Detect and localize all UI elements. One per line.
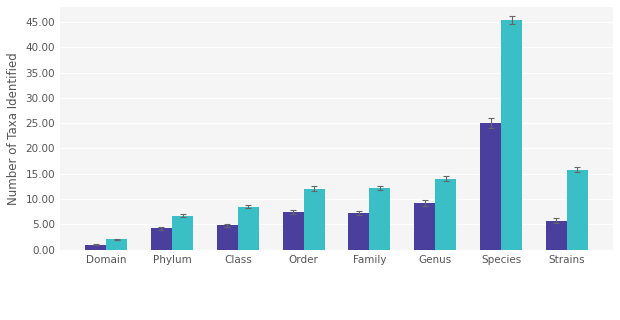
Bar xyxy=(414,203,435,250)
Bar xyxy=(501,20,522,250)
Bar xyxy=(172,216,193,250)
Bar xyxy=(567,170,588,250)
Y-axis label: Number of Taxa Identified: Number of Taxa Identified xyxy=(7,52,20,205)
Bar xyxy=(217,225,238,250)
Bar xyxy=(151,228,172,250)
Bar xyxy=(435,179,456,250)
Bar xyxy=(106,239,127,250)
Bar xyxy=(546,221,567,250)
Bar xyxy=(304,189,325,250)
Bar xyxy=(238,207,259,250)
Bar xyxy=(370,188,391,250)
Bar xyxy=(348,213,370,250)
Bar xyxy=(480,123,501,250)
Bar xyxy=(283,212,304,250)
Bar xyxy=(85,244,106,250)
